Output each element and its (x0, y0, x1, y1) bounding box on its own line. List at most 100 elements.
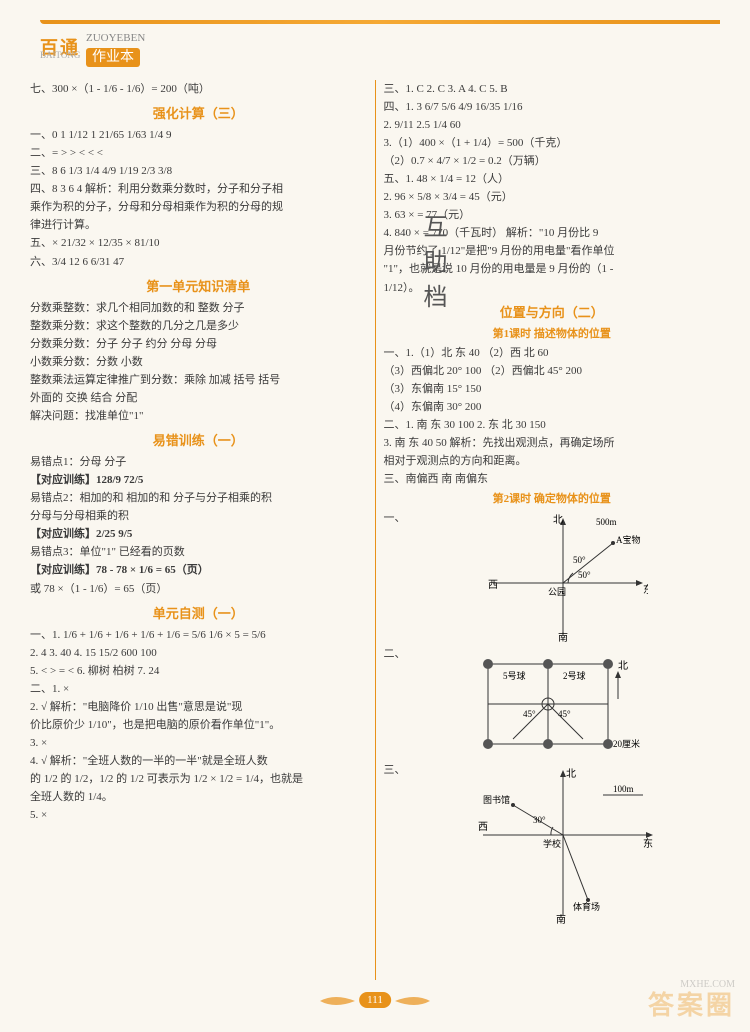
l: （2）0.7 × 4/7 × 1/2 = 0.2（万辆） (384, 153, 721, 170)
svg-text:2号球: 2号球 (563, 670, 586, 681)
l: 律进行计算。 (30, 217, 367, 234)
graph1: 北 东 西 南 公园 A宝物 500m 50° 50° (478, 513, 648, 643)
svg-text:体育场: 体育场 (573, 901, 600, 912)
graph2-row: 二、 5号球 2号球 45° 45° 北 (384, 646, 721, 762)
svg-text:东: 东 (643, 837, 653, 850)
g1-label: 一、 (384, 510, 406, 527)
header-bar (40, 20, 720, 24)
right-col: 三、1. C 2. C 3. A 4. C 5. B 四、1. 3 6/7 5/… (384, 80, 721, 980)
l: 乘作为积的分子，分母和分母相乘作为积的分母的规 (30, 199, 367, 216)
l: 二、1. 南 东 30 100 2. 东 北 30 150 (384, 417, 721, 434)
svg-text:公园: 公园 (548, 587, 566, 597)
l: 三、南偏西 南 南偏东 (384, 471, 721, 488)
svg-text:A宝物: A宝物 (616, 534, 641, 545)
rsub2: 第2课时 确定物体的位置 (384, 491, 721, 508)
svg-text:北: 北 (553, 514, 563, 526)
l: 3. × (30, 735, 367, 752)
graph2: 5号球 2号球 45° 45° 北 20厘米 (468, 649, 658, 759)
l: （3）东偏南 15° 150 (384, 381, 721, 398)
svg-text:北: 北 (618, 660, 628, 672)
svg-text:北: 北 (566, 768, 576, 780)
l: 五、1. 48 × 1/4 = 12（人） (384, 171, 721, 188)
svg-text:东: 东 (643, 583, 648, 596)
l: 易错点1：分母 分子 (30, 454, 367, 471)
svg-text:南: 南 (558, 631, 568, 643)
l: 4. √ 解析："全班人数的一半的一半"就是全班人数 (30, 753, 367, 770)
svg-text:100m: 100m (613, 784, 634, 794)
l: 的 1/2 的 1/2，1/2 的 1/2 可表示为 1/2 × 1/2 = 1… (30, 771, 367, 788)
page-badge: 111 (359, 992, 391, 1008)
svg-text:南: 南 (556, 913, 566, 925)
l: 三、1. C 2. C 3. A 4. C 5. B (384, 81, 721, 98)
handwrite3: 档 (424, 280, 448, 317)
l: 易错点3：单位"1" 已经看的页数 (30, 544, 367, 561)
l: 分数乘整数：求几个相同加数的和 整数 分子 (30, 300, 367, 317)
logo-cn: 作业本 (86, 48, 140, 67)
l: 2. 96 × 5/8 × 3/4 = 45（元） (384, 189, 721, 206)
svg-text:30°: 30° (533, 815, 546, 825)
l: 六、3/4 12 6 6/31 47 (30, 254, 367, 271)
g3-label: 三、 (384, 762, 406, 779)
graph3: 北 东 西 南 学校 图书馆 30° 体育场 100m (468, 765, 658, 925)
l: 小数乘分数：分数 小数 (30, 354, 367, 371)
svg-text:图书馆: 图书馆 (483, 794, 510, 805)
svg-text:学校: 学校 (543, 838, 561, 849)
l: 5. × (30, 807, 367, 824)
svg-text:西: 西 (478, 822, 488, 833)
l: 价比原价少 1/10"，也是把电脑的原价看作单位"1"。 (30, 717, 367, 734)
l: 七、300 ×（1 - 1/6 - 1/6）= 200（吨） (30, 81, 367, 98)
l: 四、1. 3 6/7 5/6 4/9 16/35 1/16 (384, 99, 721, 116)
g2-label: 二、 (384, 646, 406, 663)
l: 解决问题：找准单位"1" (30, 408, 367, 425)
l: 分数乘分数：分子 分子 约分 分母 分母 (30, 336, 367, 353)
graph1-row: 一、 北 东 西 南 公园 A宝物 500m 50° 50° (384, 510, 721, 646)
l: 一、1. 1/6 + 1/6 + 1/6 + 1/6 + 1/6 = 5/6 1… (30, 627, 367, 644)
l: 三、8 6 1/3 1/4 4/9 1/19 2/3 3/8 (30, 163, 367, 180)
l: （4）东偏南 30° 200 (384, 399, 721, 416)
l: 四、8 3 6 4 解析：利用分数乘分数时，分子和分子相 (30, 181, 367, 198)
l: 相对于观测点的方向和距离。 (384, 453, 721, 470)
l: 二、1. × (30, 681, 367, 698)
handwrite2: 助 (424, 245, 448, 282)
columns: 七、300 ×（1 - 1/6 - 1/6）= 200（吨） 强化计算（三） 一… (30, 80, 720, 980)
l: 五、× 21/32 × 12/35 × 81/10 (30, 235, 367, 252)
l: 一、0 1 1/12 1 21/65 1/63 1/4 9 (30, 127, 367, 144)
title2: 第一单元知识清单 (30, 277, 367, 297)
logo-pinyin: ZUOYEBEN (86, 32, 145, 44)
rsub1: 第1课时 描述物体的位置 (384, 326, 721, 343)
svg-text:45°: 45° (558, 709, 571, 719)
l: 整数乘法运算定律推广到分数：乘除 加减 括号 括号 (30, 372, 367, 389)
l: 分母与分母相乘的积 (30, 508, 367, 525)
left-col: 七、300 ×（1 - 1/6 - 1/6）= 200（吨） 强化计算（三） 一… (30, 80, 367, 980)
watermark: 答案圈 (648, 985, 735, 1022)
l: 外面的 交换 结合 分配 (30, 390, 367, 407)
l: 【对应训练】2/25 9/5 (30, 526, 367, 543)
title4: 单元自测（一） (30, 604, 367, 624)
svg-text:5号球: 5号球 (503, 670, 526, 681)
svg-text:20厘米: 20厘米 (613, 738, 640, 749)
handwrite1: 互 (424, 210, 448, 247)
title3: 易错训练（一） (30, 431, 367, 451)
logo-pinyin2: BAITONG (40, 50, 80, 60)
l: 易错点2：相加的和 相加的和 分子与分子相乘的积 (30, 490, 367, 507)
svg-text:50°: 50° (578, 570, 591, 580)
svg-text:西: 西 (488, 580, 498, 591)
l: 2. 9/11 2.5 1/4 60 (384, 117, 721, 134)
title1: 强化计算（三） (30, 104, 367, 124)
l: 二、= > > < < < (30, 145, 367, 162)
l: 或 78 ×（1 - 1/6）= 65（页） (30, 581, 367, 598)
col-divider (375, 80, 376, 980)
l: 【对应训练】78 - 78 × 1/6 = 65（页） (30, 562, 367, 579)
l: 3.（1）400 ×（1 + 1/4）= 500（千克） (384, 135, 721, 152)
l: 一、1.（1）北 东 40 （2）西 北 60 (384, 345, 721, 362)
l: 2. √ 解析："电脑降价 1/10 出售"意思是说"现 (30, 699, 367, 716)
l: 2. 4 3. 40 4. 15 15/2 600 100 (30, 645, 367, 662)
logo-right: ZUOYEBEN 作业本 (86, 28, 145, 66)
l: 5. < > = < 6. 柳树 柏树 7. 24 (30, 663, 367, 680)
graph3-row: 三、 北 东 西 南 学校 图书馆 30° 体 (384, 762, 721, 928)
l: 【对应训练】128/9 72/5 (30, 472, 367, 489)
svg-text:50°: 50° (573, 555, 586, 565)
svg-text:500m: 500m (596, 517, 617, 527)
l: （3）西偏北 20° 100 （2）西偏北 45° 200 (384, 363, 721, 380)
page-num: 111 (315, 990, 435, 1017)
